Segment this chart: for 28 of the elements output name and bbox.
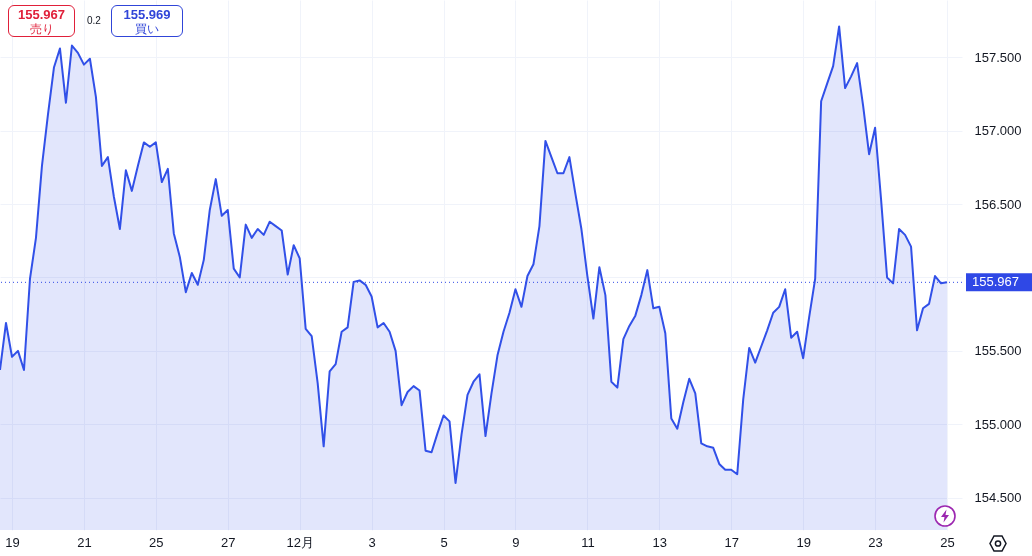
x-tick-label: 3 <box>368 534 376 550</box>
x-tick-label: 19 <box>5 534 20 550</box>
x-tick-label: 25 <box>149 534 164 550</box>
annotation: 155.969 <box>122 7 172 22</box>
x-tick-label: 21 <box>77 534 92 550</box>
annotation: 買い <box>134 22 160 36</box>
y-tick-label: 154.500 <box>974 490 1022 506</box>
x-tick-label: 11 <box>581 534 595 550</box>
y-tick-label: 157.500 <box>974 49 1022 65</box>
price-box: 155.969 買い <box>111 5 183 37</box>
x-tick-label: 9 <box>512 534 520 550</box>
annotation: 売り <box>28 22 55 36</box>
x-tick-label: 23 <box>868 534 883 550</box>
x-tick-label: 27 <box>221 534 236 550</box>
annotation: 0.2 <box>87 15 101 26</box>
y-tick-label: 155.000 <box>974 416 1022 432</box>
x-tick-label: 13 <box>652 534 668 550</box>
annotation: 155.967 <box>17 7 66 22</box>
y-tick-label: 155.500 <box>974 343 1022 359</box>
ref-line-label: 155.967 <box>972 274 1019 290</box>
x-tick-label: 19 <box>796 534 811 550</box>
x-tick-label: 17 <box>724 534 739 550</box>
x-tick-label: 25 <box>940 534 955 550</box>
y-tick-label: 157.000 <box>974 123 1022 139</box>
x-tick-label: 12月 <box>286 534 314 550</box>
price-box: 155.967 売り <box>8 5 75 37</box>
x-tick-label: 5 <box>440 534 448 550</box>
y-tick-label: 156.500 <box>974 196 1022 212</box>
